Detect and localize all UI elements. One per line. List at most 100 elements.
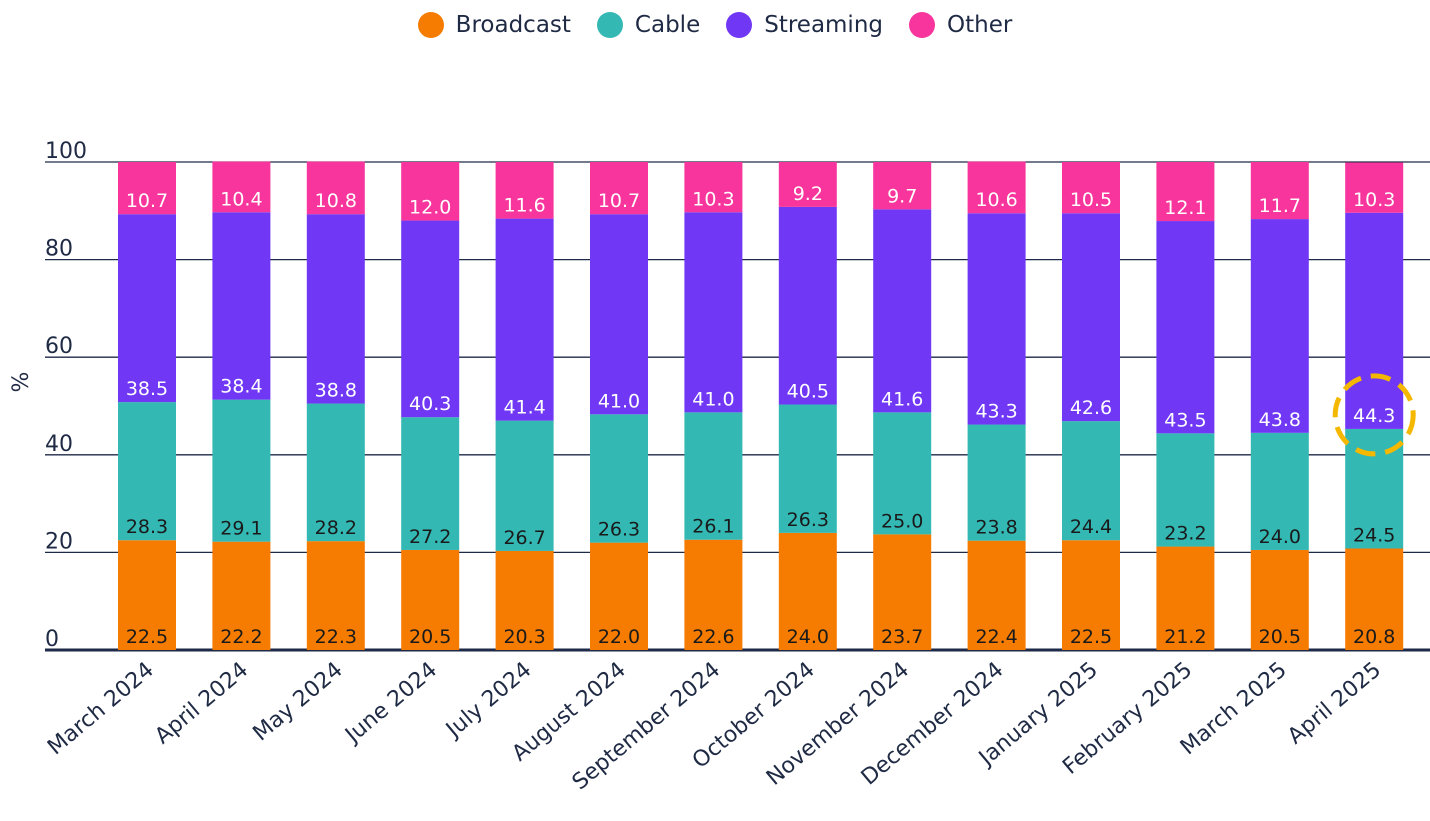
bar-cable-april-2024 <box>212 399 271 542</box>
data-label-streaming-january-2025: 42.6 <box>1070 397 1112 419</box>
data-label-streaming-september-2024: 41.0 <box>692 388 734 410</box>
x-tick-label-april-2025: April 2025 <box>1283 657 1386 749</box>
legend-item-other: Other <box>909 12 1012 38</box>
data-label-cable-november-2024: 25.0 <box>881 510 923 532</box>
bar-streaming-january-2025 <box>1062 213 1120 422</box>
data-label-streaming-april-2024: 38.4 <box>220 376 262 398</box>
data-labels: 22.5 28.3 38.5 10.7 22.2 29.1 38.4 10.4 22.3 28.2… <box>126 183 1396 648</box>
data-label-cable-september-2024: 26.1 <box>692 516 734 538</box>
legend-item-streaming: Streaming <box>726 12 883 38</box>
y-tick-label-100: 100 <box>45 139 87 164</box>
data-label-cable-april-2024: 29.1 <box>220 518 262 540</box>
data-label-cable-march-2024: 28.3 <box>126 516 168 538</box>
data-label-streaming-april-2025: 44.3 <box>1353 405 1395 427</box>
bar-cable-march-2025 <box>1250 432 1309 550</box>
data-label-streaming-december-2024: 43.3 <box>975 401 1017 423</box>
y-tick-label-0: 0 <box>45 627 59 652</box>
y-tick-label-60: 60 <box>45 334 73 359</box>
bar-streaming-july-2024 <box>495 218 554 421</box>
data-label-streaming-july-2024: 41.4 <box>503 397 545 419</box>
bar-cable-july-2024 <box>495 420 554 551</box>
bar-broadcast-november-2024 <box>873 534 932 650</box>
legend-swatch-broadcast <box>417 12 444 38</box>
bar-broadcast-june-2024 <box>401 549 460 650</box>
x-tick-label-april-2024: April 2024 <box>150 657 253 749</box>
data-label-streaming-june-2024: 40.3 <box>409 393 451 415</box>
bar-broadcast-may-2024 <box>306 541 365 650</box>
data-label-streaming-november-2024: 41.6 <box>881 388 923 410</box>
data-label-streaming-march-2024: 38.5 <box>126 378 168 400</box>
data-label-broadcast-june-2024: 20.5 <box>409 626 451 648</box>
bar-cable-november-2024 <box>873 412 932 535</box>
bar-other-april-2025 <box>1345 162 1404 213</box>
bar-cable-january-2025 <box>1062 421 1120 541</box>
data-label-streaming-february-2025: 43.5 <box>1164 409 1206 431</box>
data-label-broadcast-january-2025: 22.5 <box>1070 626 1112 648</box>
y-axis-label: % <box>9 372 34 393</box>
data-label-other-march-2025: 11.7 <box>1259 195 1301 217</box>
x-tick-label-march-2024: March 2024 <box>43 657 159 760</box>
data-label-broadcast-april-2024: 22.2 <box>220 626 262 648</box>
x-tick-label-may-2024: May 2024 <box>248 657 347 746</box>
data-label-cable-march-2025: 24.0 <box>1259 526 1301 548</box>
legend-label-streaming: Streaming <box>764 12 884 38</box>
y-tick-label-40: 40 <box>45 432 73 457</box>
bar-broadcast-april-2025 <box>1345 548 1404 650</box>
bar-streaming-september-2024 <box>684 212 743 413</box>
data-label-broadcast-august-2024: 22.0 <box>598 626 640 648</box>
bar-other-june-2024 <box>401 162 460 221</box>
legend-label-broadcast: Broadcast <box>455 12 571 38</box>
bar-broadcast-february-2025 <box>1156 546 1215 650</box>
data-label-other-march-2024: 10.7 <box>126 190 168 212</box>
data-label-other-april-2025: 10.3 <box>1353 189 1395 211</box>
legend-swatch-other <box>909 12 936 38</box>
bar-other-february-2025 <box>1156 162 1215 222</box>
bar-cable-august-2024 <box>590 414 648 543</box>
x-tick-label-june-2024: June 2024 <box>339 657 442 749</box>
bar-other-april-2024 <box>212 161 271 213</box>
bar-streaming-march-2025 <box>1250 219 1309 433</box>
data-label-streaming-august-2024: 41.0 <box>598 390 640 412</box>
legend-item-broadcast: Broadcast <box>417 12 571 38</box>
bar-streaming-november-2024 <box>873 209 932 413</box>
data-label-other-june-2024: 12.0 <box>409 197 451 219</box>
legend-swatch-streaming <box>726 12 753 38</box>
data-label-cable-april-2025: 24.5 <box>1353 524 1395 546</box>
data-label-cable-july-2024: 26.7 <box>503 527 545 549</box>
data-label-broadcast-april-2025: 20.8 <box>1353 626 1395 648</box>
data-label-streaming-october-2024: 40.5 <box>787 381 829 403</box>
legend-item-cable: Cable <box>596 12 700 38</box>
bar-cable-june-2024 <box>401 417 460 550</box>
bar-broadcast-december-2024 <box>967 540 1026 650</box>
data-label-broadcast-february-2025: 21.2 <box>1164 626 1206 648</box>
bar-broadcast-january-2025 <box>1062 540 1120 650</box>
data-label-other-january-2025: 10.5 <box>1070 189 1112 211</box>
data-label-cable-october-2024: 26.3 <box>787 509 829 531</box>
bar-broadcast-october-2024 <box>778 532 837 650</box>
bar-streaming-march-2024 <box>118 214 176 403</box>
highlight-circle-april-2025 <box>1332 373 1416 457</box>
bar-cable-may-2024 <box>306 403 365 542</box>
data-label-streaming-may-2024: 38.8 <box>315 380 357 402</box>
data-label-cable-january-2025: 24.4 <box>1070 516 1112 538</box>
y-tick-label-80: 80 <box>45 237 73 262</box>
annotations <box>1332 373 1416 457</box>
bar-other-may-2024 <box>306 161 365 215</box>
bar-other-march-2025 <box>1250 162 1309 220</box>
bar-cable-february-2025 <box>1156 433 1215 547</box>
bar-streaming-june-2024 <box>401 220 460 418</box>
data-label-broadcast-september-2024: 22.6 <box>692 626 734 648</box>
data-label-broadcast-december-2024: 22.4 <box>975 626 1017 648</box>
data-label-other-may-2024: 10.8 <box>315 190 357 212</box>
data-label-other-november-2024: 9.7 <box>887 185 917 207</box>
data-label-other-july-2024: 11.6 <box>503 195 545 217</box>
bar-other-october-2024 <box>778 162 837 207</box>
x-tick-label-july-2024: July 2024 <box>440 657 536 743</box>
bar-cable-october-2024 <box>778 404 837 533</box>
bar-streaming-april-2024 <box>212 212 271 400</box>
data-label-broadcast-november-2024: 23.7 <box>881 626 923 648</box>
bar-other-september-2024 <box>684 162 743 213</box>
bar-other-august-2024 <box>590 162 648 215</box>
y-tick-label-20: 20 <box>45 529 73 554</box>
